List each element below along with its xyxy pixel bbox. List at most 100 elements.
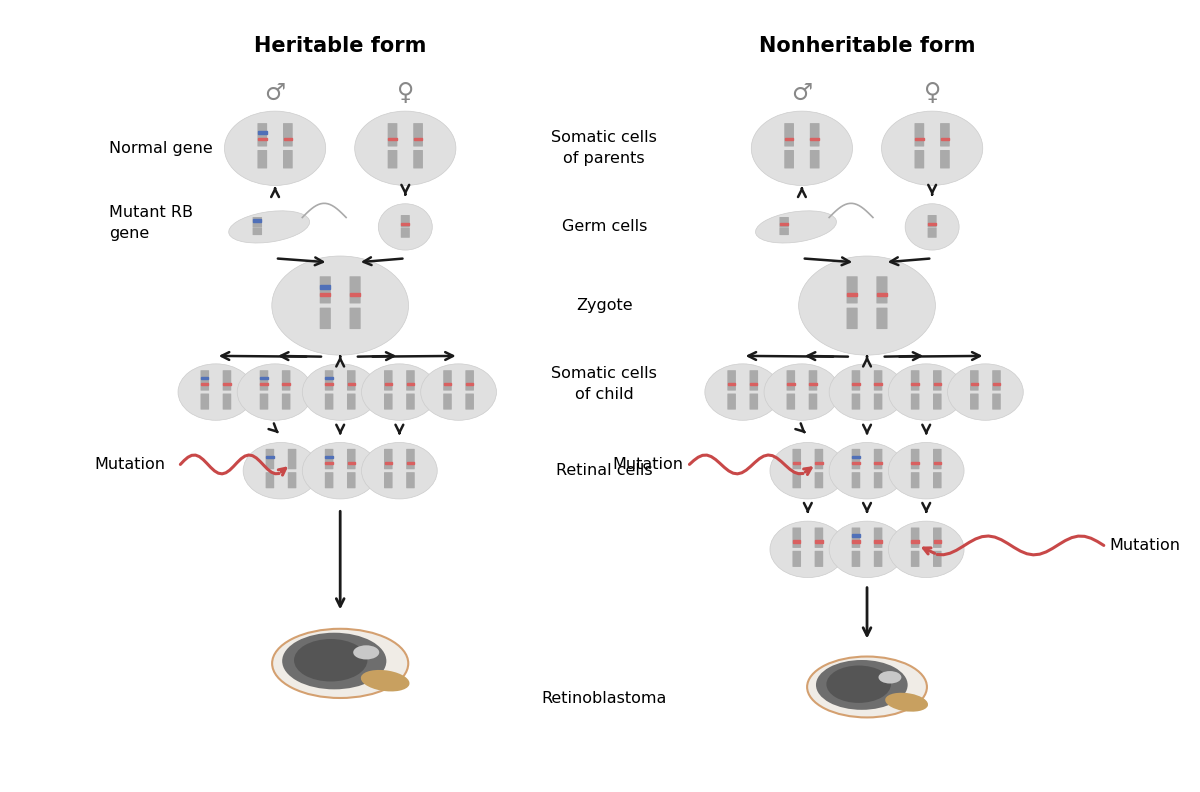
FancyBboxPatch shape [325, 394, 334, 409]
Text: ♀: ♀ [397, 82, 414, 105]
FancyBboxPatch shape [934, 370, 942, 390]
FancyBboxPatch shape [911, 449, 919, 470]
FancyBboxPatch shape [815, 527, 823, 548]
FancyBboxPatch shape [288, 449, 296, 470]
FancyBboxPatch shape [815, 472, 823, 489]
Bar [877, 293, 887, 296]
Bar [325, 377, 332, 379]
FancyBboxPatch shape [384, 449, 392, 470]
FancyBboxPatch shape [283, 123, 293, 147]
FancyBboxPatch shape [846, 276, 858, 303]
Bar [407, 462, 414, 464]
Text: Normal gene: Normal gene [109, 141, 214, 156]
Ellipse shape [888, 521, 964, 577]
FancyBboxPatch shape [258, 150, 268, 169]
Bar [787, 383, 794, 386]
Bar [385, 383, 392, 386]
Ellipse shape [888, 443, 964, 499]
Text: ♂: ♂ [264, 82, 286, 105]
FancyBboxPatch shape [970, 370, 979, 390]
Ellipse shape [178, 364, 253, 421]
Ellipse shape [378, 204, 432, 250]
FancyBboxPatch shape [928, 227, 937, 238]
Ellipse shape [888, 364, 964, 421]
Ellipse shape [282, 633, 386, 689]
Bar [407, 383, 414, 386]
Ellipse shape [948, 364, 1024, 421]
Bar [934, 540, 941, 543]
Bar [253, 219, 262, 222]
FancyBboxPatch shape [401, 227, 410, 238]
Ellipse shape [829, 443, 905, 499]
Text: Mutation: Mutation [1110, 538, 1181, 553]
Bar [258, 138, 266, 140]
FancyBboxPatch shape [792, 527, 802, 548]
FancyBboxPatch shape [852, 550, 860, 567]
Text: Somatic cells
of parents: Somatic cells of parents [551, 130, 658, 166]
Ellipse shape [886, 693, 928, 712]
FancyBboxPatch shape [852, 449, 860, 470]
FancyBboxPatch shape [347, 394, 355, 409]
Bar [348, 383, 355, 386]
Ellipse shape [829, 521, 905, 577]
Bar [348, 462, 355, 464]
Bar [466, 383, 473, 386]
Text: ♂: ♂ [791, 82, 812, 105]
Ellipse shape [229, 211, 310, 243]
Ellipse shape [829, 364, 905, 421]
FancyBboxPatch shape [792, 472, 802, 489]
FancyBboxPatch shape [319, 276, 331, 303]
Bar [934, 383, 941, 386]
FancyBboxPatch shape [443, 394, 451, 409]
FancyBboxPatch shape [970, 394, 979, 409]
FancyBboxPatch shape [911, 394, 919, 409]
Ellipse shape [704, 364, 780, 421]
Ellipse shape [751, 111, 852, 185]
Bar [852, 455, 859, 458]
Bar [282, 383, 290, 386]
Text: Nonheritable form: Nonheritable form [758, 36, 976, 56]
Bar [912, 462, 919, 464]
Bar [852, 535, 859, 537]
FancyBboxPatch shape [282, 370, 290, 390]
Bar [283, 138, 292, 140]
FancyBboxPatch shape [283, 150, 293, 169]
Ellipse shape [799, 256, 935, 355]
FancyBboxPatch shape [388, 123, 397, 147]
Bar [941, 138, 949, 140]
FancyBboxPatch shape [940, 150, 949, 169]
Bar [266, 455, 274, 458]
Text: Germ cells: Germ cells [562, 219, 647, 234]
Bar [325, 383, 332, 386]
FancyBboxPatch shape [347, 472, 355, 489]
Bar [728, 383, 736, 386]
Ellipse shape [224, 111, 325, 185]
FancyBboxPatch shape [874, 449, 882, 470]
Ellipse shape [353, 645, 379, 660]
Ellipse shape [302, 364, 378, 421]
Ellipse shape [882, 111, 983, 185]
FancyBboxPatch shape [934, 550, 942, 567]
FancyBboxPatch shape [288, 472, 296, 489]
FancyBboxPatch shape [992, 370, 1001, 390]
FancyBboxPatch shape [934, 472, 942, 489]
FancyBboxPatch shape [384, 370, 392, 390]
FancyBboxPatch shape [258, 123, 268, 147]
Text: Zygote: Zygote [576, 298, 632, 313]
FancyBboxPatch shape [466, 394, 474, 409]
FancyBboxPatch shape [934, 527, 942, 548]
FancyBboxPatch shape [914, 150, 924, 169]
Bar [815, 540, 823, 543]
FancyBboxPatch shape [785, 150, 794, 169]
FancyBboxPatch shape [785, 123, 794, 147]
Bar [401, 223, 409, 225]
Text: ♀: ♀ [924, 82, 941, 105]
Bar [912, 383, 919, 386]
Bar [325, 462, 332, 464]
FancyBboxPatch shape [810, 150, 820, 169]
FancyBboxPatch shape [750, 394, 758, 409]
FancyBboxPatch shape [349, 276, 361, 303]
FancyBboxPatch shape [413, 123, 422, 147]
FancyBboxPatch shape [282, 394, 290, 409]
Bar [320, 293, 330, 296]
